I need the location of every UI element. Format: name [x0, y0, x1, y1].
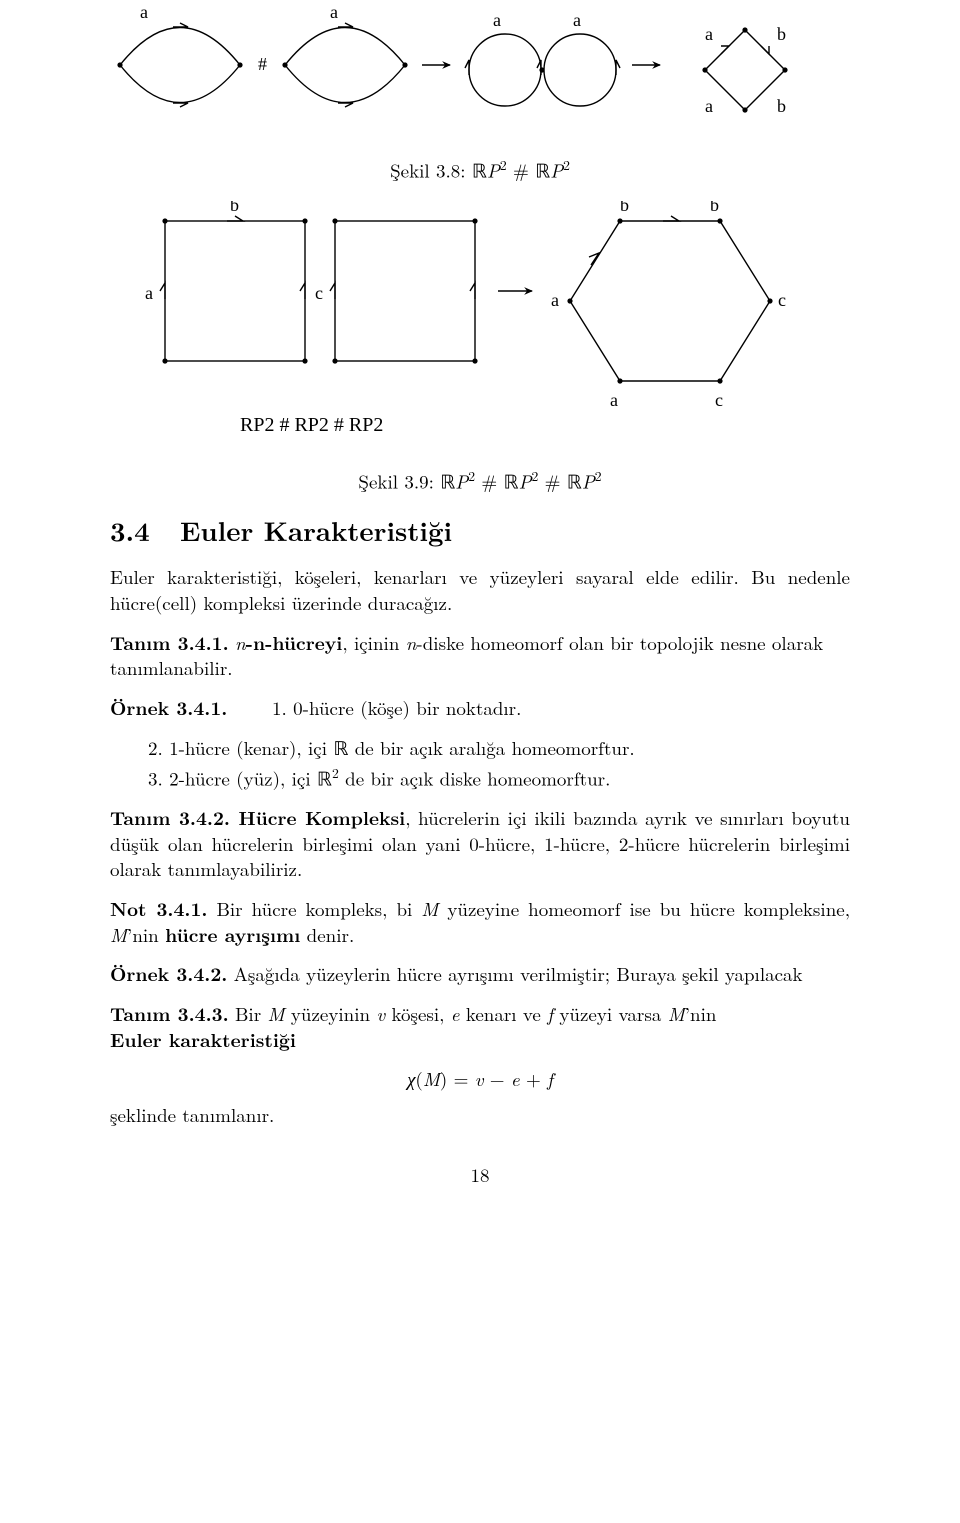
- cap2-s3: 2: [595, 466, 602, 485]
- fig2-c3: c: [715, 390, 723, 410]
- ex2-body: Aşağıda yüzeylerin hücre ayrışımı verilm…: [227, 960, 802, 987]
- cap1-p2: P: [550, 156, 563, 183]
- definition-3-4-1: Tanım 3.4.1. n-n-hücreyi, içinin n-diske…: [110, 630, 850, 681]
- example-3-4-2: Örnek 3.4.2. Aşağıda yüzeylerin hücre ay…: [110, 961, 850, 987]
- def1-body-b: , içinin: [342, 629, 405, 656]
- def2-term: Hücre Kompleksi: [230, 803, 405, 831]
- def1-lead: Tanım 3.4.1.: [110, 628, 229, 656]
- fig2-a3: a: [610, 390, 618, 410]
- def3-lead: Tanım 3.4.3.: [110, 999, 229, 1027]
- note-3-4-1: Not 3.4.1. Bir hücre kompleks, bi M yüze…: [110, 896, 850, 947]
- fig1-label-b2: b: [777, 96, 786, 116]
- cap2-p1: P: [455, 467, 468, 494]
- fig1-label-a4: a: [573, 10, 581, 30]
- euler-formula: χ(M) = v − e + f: [110, 1066, 850, 1092]
- definition-3-4-2: Tanım 3.4.2. Hücre Kompleksi, hücrelerin…: [110, 805, 850, 882]
- fig1-label-a2: a: [330, 2, 338, 22]
- section-heading: 3.4Euler Karakteristiği: [110, 512, 850, 548]
- fig1-label-a5: a: [705, 24, 713, 44]
- fig1-label-a1: a: [140, 2, 148, 22]
- page-number: 18: [110, 1162, 850, 1188]
- figure-3-9: b a c b b a c a c RP2 # RP2 # RP2: [110, 201, 850, 461]
- cap2-pre: Şekil 3.9: ℝ: [358, 467, 455, 494]
- example-3-4-1-list: 2. 1-hücre (kenar), içi ℝ de bir açık ar…: [148, 735, 850, 792]
- example-3-4-1: Örnek 3.4.1. 1. 0-hücre (köşe) bir nokta…: [110, 695, 850, 721]
- fig2-c2: c: [778, 290, 786, 310]
- fig2-a1: a: [145, 283, 153, 303]
- cap2-p3: P: [582, 467, 595, 494]
- section-number: 3.4: [110, 512, 180, 548]
- tail-paragraph: şeklinde tanımlanır.: [110, 1102, 850, 1128]
- note1-lead: Not 3.4.1.: [110, 894, 207, 922]
- def1-nvar1: n: [235, 629, 246, 656]
- ex1-item3: 3. 2-hücre (yüz), içi ℝ2 de bir açık dis…: [148, 764, 850, 791]
- ex1-item2: 2. 1-hücre (kenar), içi ℝ de bir açık ar…: [148, 735, 850, 761]
- ex1-item1: 1. 0-hücre (köşe) bir noktadır.: [272, 694, 521, 721]
- cap1-sup2: 2: [563, 155, 570, 174]
- cap1-p: P: [487, 156, 500, 183]
- cap2-s1: 2: [468, 466, 475, 485]
- def1-nvar2: n: [406, 629, 417, 656]
- cap1-sup: 2: [500, 155, 507, 174]
- cap2-m2: # ℝ: [538, 467, 582, 494]
- fig2-c1: c: [315, 283, 323, 303]
- fig2-subcaption: RP2 # RP2 # RP2: [240, 414, 383, 436]
- ex2-lead: Örnek 3.4.2.: [110, 959, 227, 987]
- fig1-label-hash: #: [258, 54, 267, 74]
- fig2-b1: b: [230, 201, 239, 215]
- fig2-a2: a: [551, 290, 559, 310]
- paragraph-intro: Euler karakteristiği, köşeleri, kenarlar…: [110, 564, 850, 615]
- fig2-b2: b: [620, 201, 629, 215]
- ex1-lead: Örnek 3.4.1.: [110, 693, 227, 721]
- fig1-label-a3: a: [493, 10, 501, 30]
- definition-3-4-3: Tanım 3.4.3. Bir M yüzeyinin v köşesi, e…: [110, 1001, 850, 1052]
- section-title: Euler Karakteristiği: [180, 510, 452, 549]
- def1-term: -n-hücreyi: [246, 628, 343, 656]
- cap2-m1: # ℝ: [475, 467, 519, 494]
- fig1-label-b1: b: [777, 24, 786, 44]
- cap1-pre: Şekil 3.8: ℝ: [390, 156, 487, 183]
- fig2-b3: b: [710, 201, 719, 215]
- fig1-label-a6: a: [705, 96, 713, 116]
- figure-3-8-caption: Şekil 3.8: ℝP2 # ℝP2: [110, 156, 850, 183]
- cap1-mid: # ℝ: [507, 156, 551, 183]
- figure-3-9-caption: Şekil 3.9: ℝP2 # ℝP2 # ℝP2: [110, 467, 850, 494]
- def2-lead: Tanım 3.4.2.: [110, 803, 230, 831]
- figure-3-9-svg: b a c b b a c a c RP2 # RP2 # RP2: [110, 201, 850, 461]
- cap2-p2: P: [519, 467, 532, 494]
- def3-term: Euler karakteristiği: [110, 1025, 296, 1053]
- figure-3-8: a # a a a: [110, 0, 850, 150]
- figure-3-8-svg: a # a a a: [110, 0, 850, 150]
